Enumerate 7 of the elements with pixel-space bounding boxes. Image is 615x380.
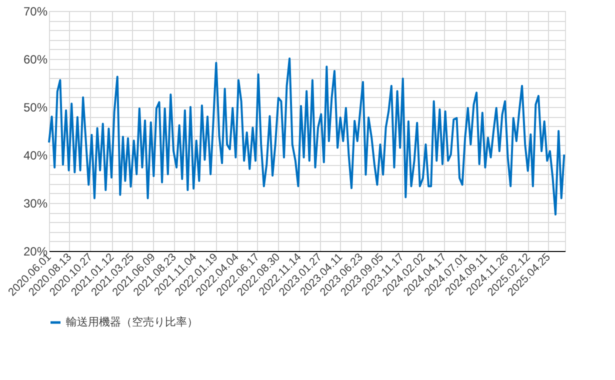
line-series	[48, 58, 566, 216]
y-tick-label: 40%	[23, 148, 48, 162]
y-tick-label: 30%	[23, 196, 48, 210]
legend-label: 輸送用機器（空売り比率）	[66, 316, 198, 328]
y-tick-label: 60%	[23, 52, 48, 66]
y-tick-label: 50%	[23, 100, 48, 114]
y-tick-label: 70%	[23, 4, 48, 18]
